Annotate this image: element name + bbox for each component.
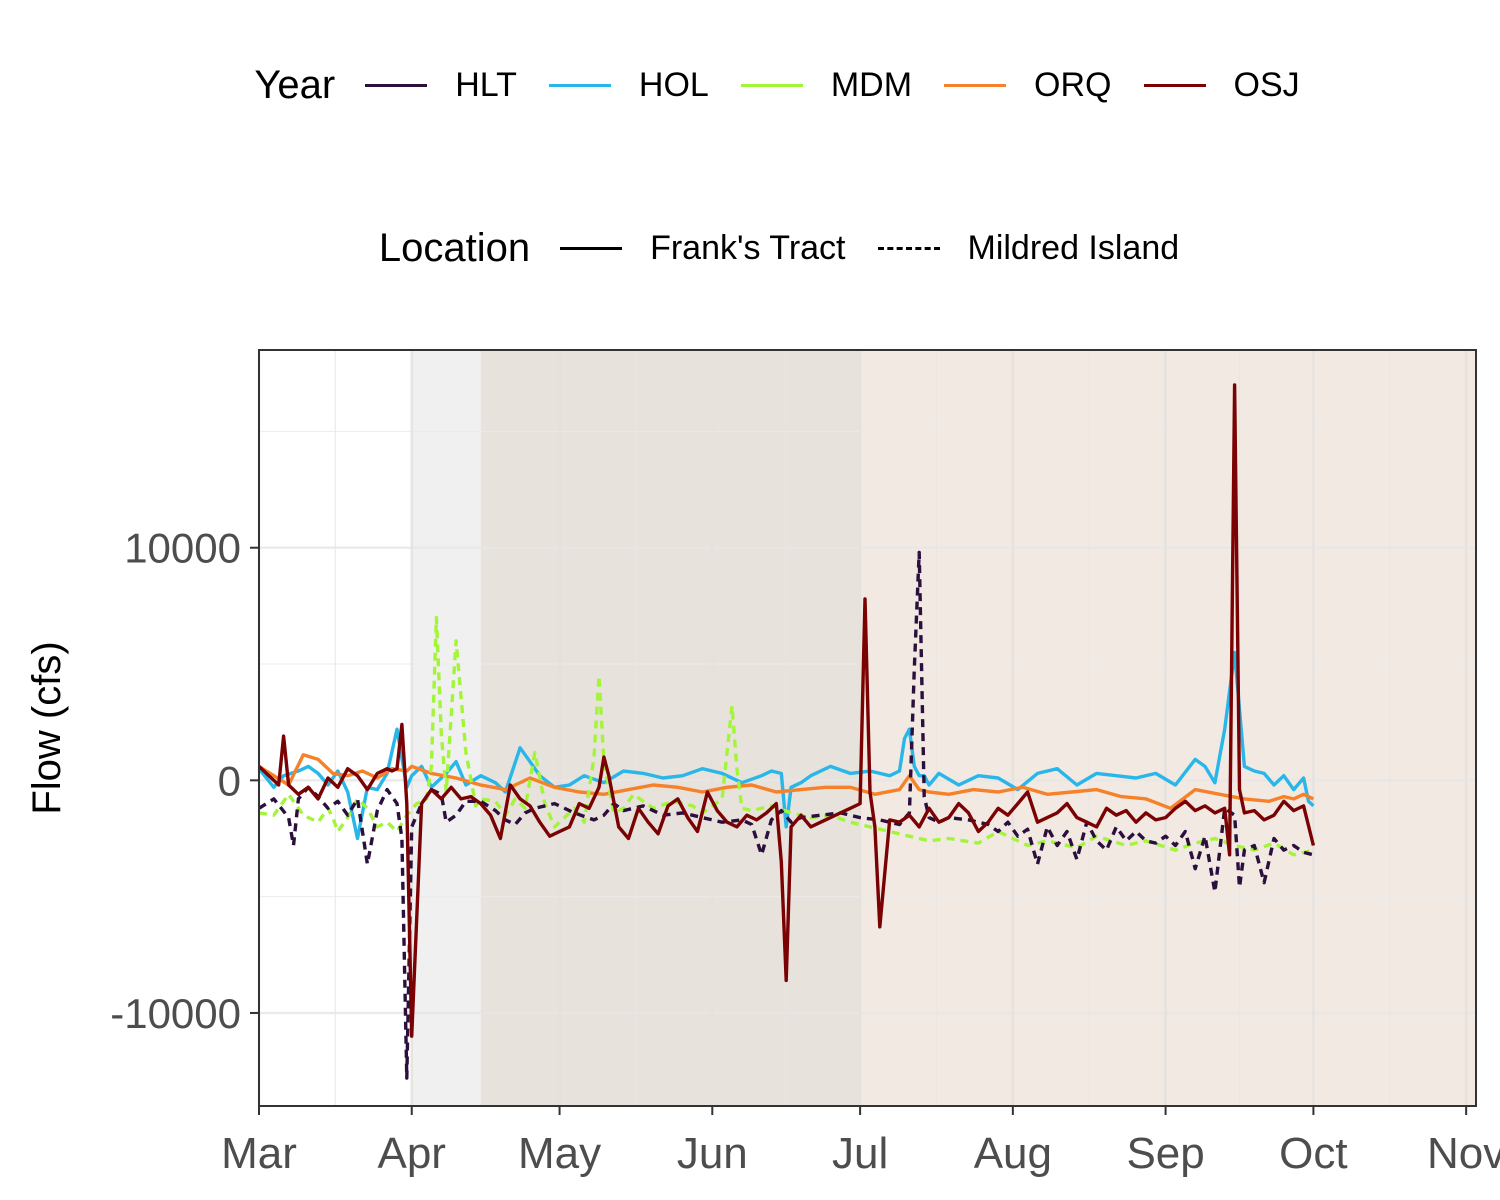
legend-key-osj (1143, 83, 1206, 87)
x-tick-label-1: Apr (377, 1129, 445, 1178)
y-axis-label: Flow (cfs) (25, 641, 69, 814)
legend-label-location-0: Frank's Tract (650, 228, 846, 267)
legend-key-mdm (740, 83, 803, 87)
x-tick-label-5: Aug (974, 1129, 1052, 1178)
legend-key-hlt (365, 83, 428, 87)
y-tick-label-2: -10000 (110, 990, 241, 1037)
legend-label-hol: HOL (638, 65, 709, 104)
x-tick-label-4: Jul (832, 1129, 888, 1178)
x-tick-label-6: Sep (1126, 1129, 1204, 1178)
y-tick-label-1: 0 (218, 757, 241, 804)
legend-label-hlt: HLT (455, 65, 517, 104)
x-tick-label-7: Oct (1279, 1129, 1347, 1178)
panel-border (258, 349, 1477, 1107)
panel-fill (259, 350, 1476, 1106)
x-tick-label-2: May (518, 1129, 601, 1178)
x-tick-label-3: Jun (677, 1129, 748, 1178)
legend-location-title: Location (378, 225, 531, 270)
legend-label-location-1: Mildred Island (967, 228, 1180, 267)
panel-background (259, 350, 1476, 1106)
legend-label-orq: ORQ (1034, 65, 1112, 104)
legend-year-title: Year (254, 62, 336, 107)
shaded-period-0 (411, 350, 481, 1106)
y-tick-label-0: 10000 (124, 525, 241, 572)
legend-key-hol (548, 83, 611, 87)
grid-lines (257, 350, 1476, 1106)
legend-key-location-0 (560, 246, 623, 250)
series-layer (257, 383, 1316, 1080)
legend-location: Location Frank's Tract Mildred Island (120, 218, 1470, 278)
shaded-period-1 (480, 350, 861, 1106)
series-hlt (258, 550, 1314, 1080)
x-tick-label-0: Mar (221, 1129, 297, 1178)
legend-label-osj: OSJ (1233, 65, 1300, 104)
series-hol (257, 650, 1315, 841)
series-osj (257, 383, 1316, 1038)
x-tick-label-8: Nov (1427, 1129, 1500, 1178)
legend-key-location-1 (877, 246, 940, 250)
series-orq (258, 753, 1315, 810)
shaded-period-2 (860, 350, 1476, 1106)
axes: 10000 0 -10000 Mar Apr May Jun Jul Aug Sep Oct Nov (110, 525, 1500, 1178)
legend-label-mdm: MDM (830, 65, 913, 104)
series-mdm (258, 615, 1314, 857)
legend-year: Year HLT HOL MDM ORQ OSJ (118, 55, 1468, 115)
legend-key-orq (944, 83, 1007, 87)
